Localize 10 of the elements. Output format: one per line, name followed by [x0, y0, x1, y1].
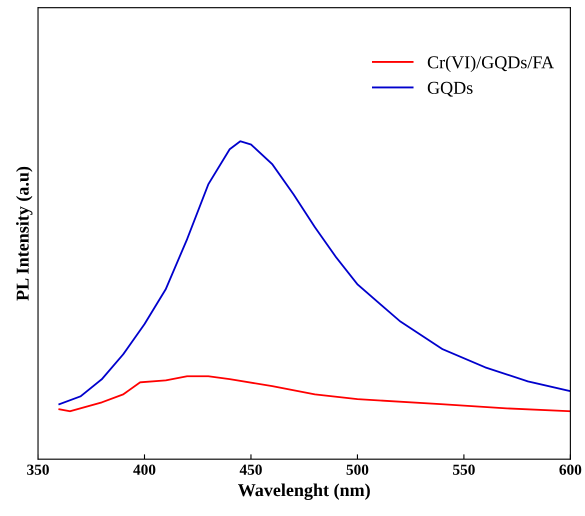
x-tick-label: 400	[133, 464, 156, 475]
legend-label: GQDs	[428, 82, 473, 97]
y-axis-title: PL Intensity (a.u)	[16, 166, 32, 301]
x-tick-label: 550	[453, 464, 475, 475]
x-tick-label: 500	[346, 464, 368, 475]
x-tick-label: 450	[240, 464, 262, 475]
x-axis-title: Wavelenght (nm)	[238, 484, 370, 500]
x-tick-label: 600	[559, 464, 582, 475]
legend-label: Cr(VI)/GQDs/FA	[428, 56, 554, 72]
x-tick-label: 350	[27, 464, 49, 475]
